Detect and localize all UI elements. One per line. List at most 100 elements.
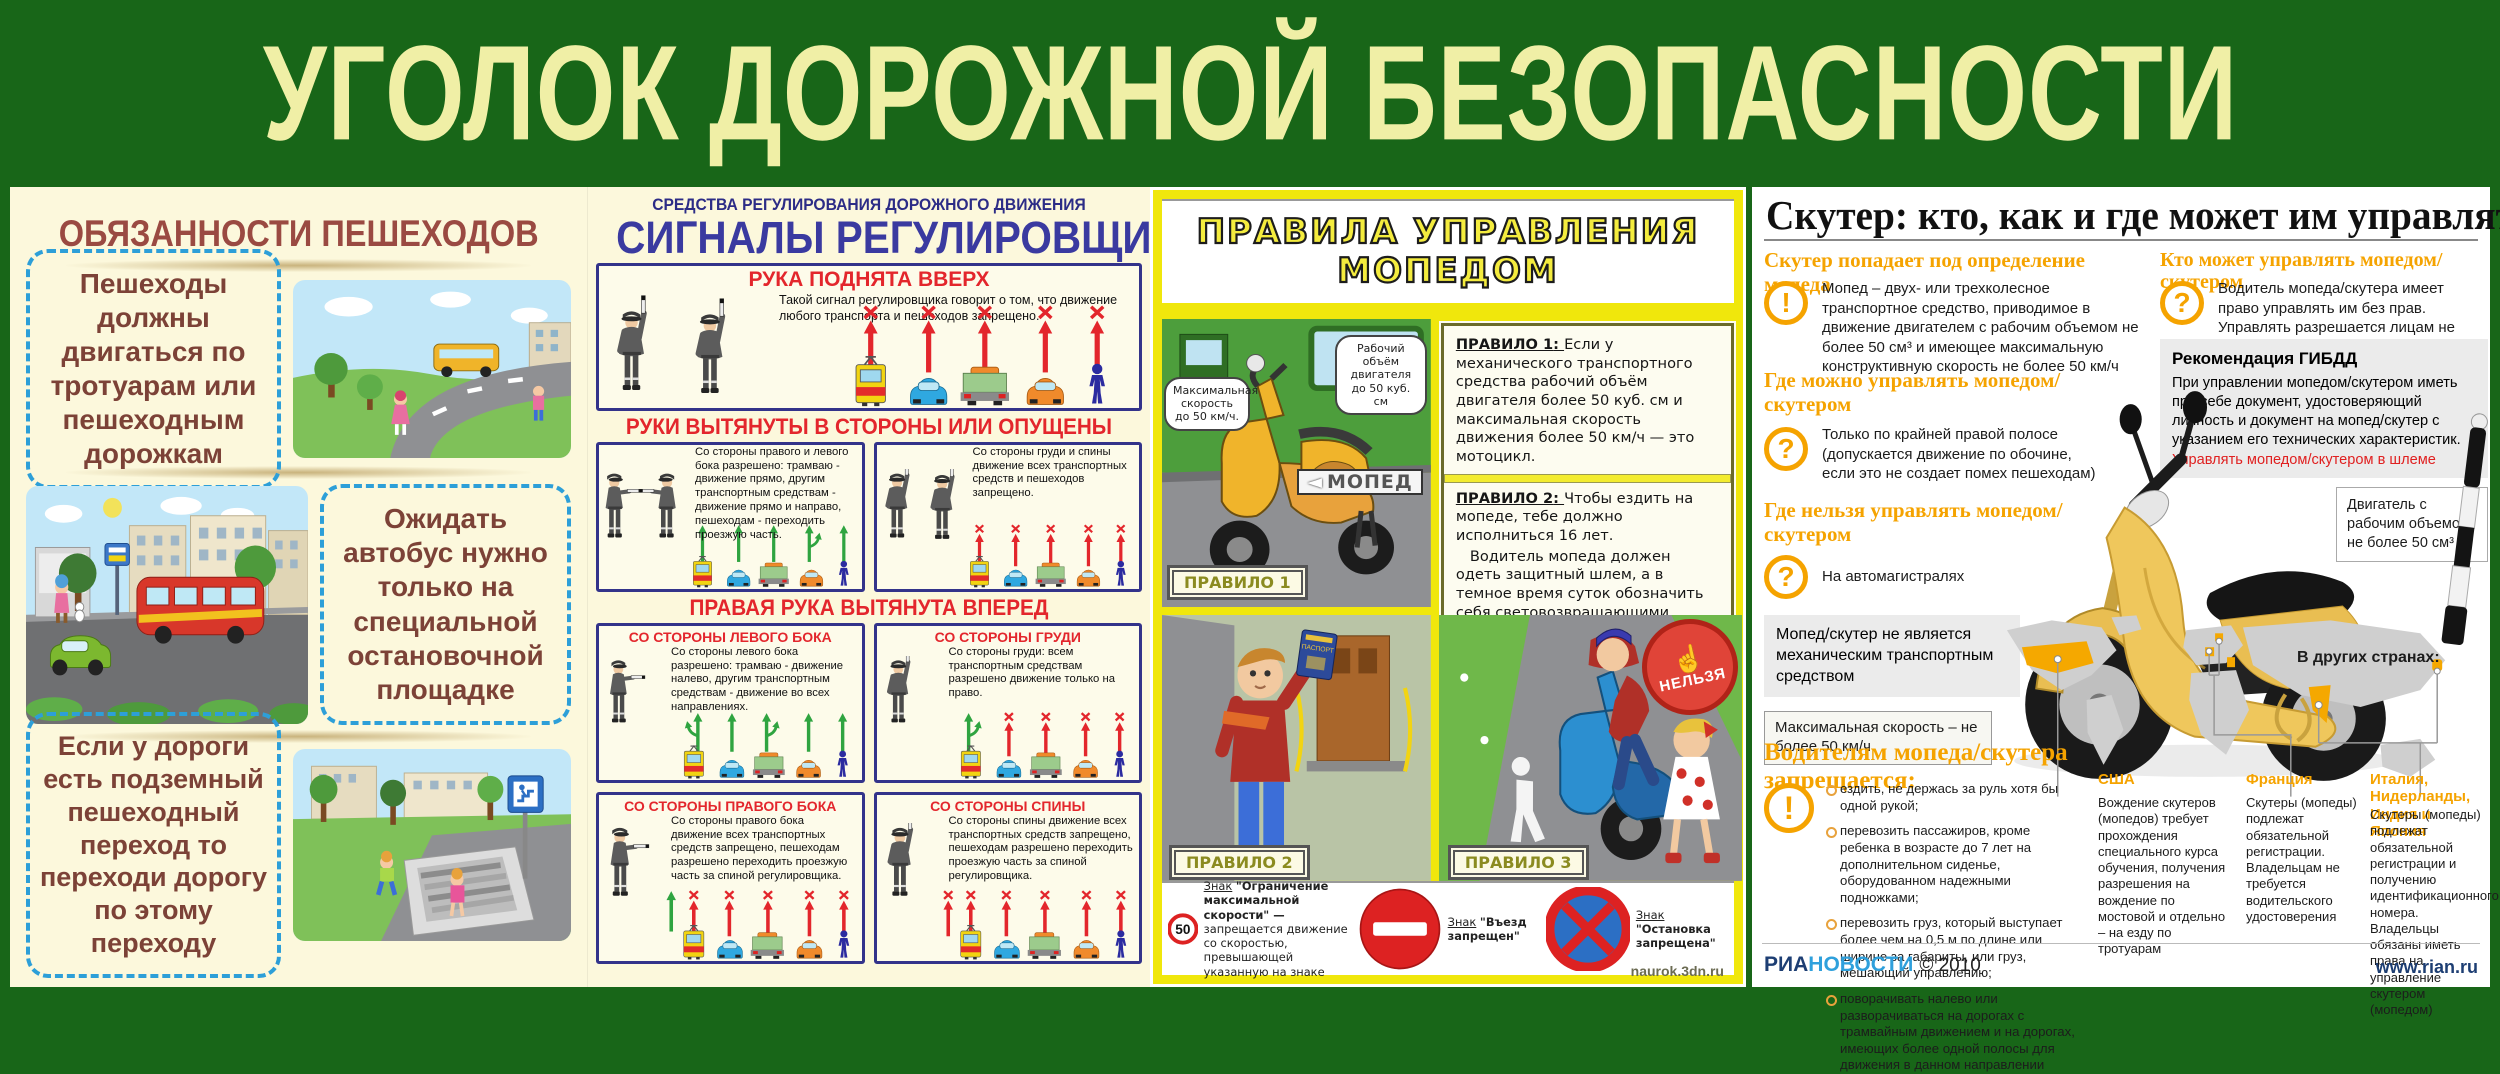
country-italy-group-heading: Италия, Нидерланды, Индия и Япония [2370,771,2471,840]
no-stopping-sign-icon [1545,887,1630,971]
cell-text: Со стороны груди: всем транспортным сред… [948,645,1115,700]
sign-group-no-stopping: Знак "Остановка запрещена" [1545,887,1728,971]
arm-forward-right-side-box: СО СТОРОНЫ ПРАВОГО БОКА Со стороны право… [596,791,865,964]
prohibited-item: ездить, не держась за руль хотя бы одной… [1826,781,2078,814]
world-map-illustration [2006,615,2446,797]
comic-cell-rule-3: ☝ НЕЛЬЗЯ ПРАВИЛО 3 [1438,615,1742,881]
sign-description: Знак "Въезд запрещен" [1447,914,1527,943]
country-usa-text: Вождение скутеров (мопедов) требует прох… [2098,795,2226,957]
vehicles-forbidden-icon [942,889,1127,960]
pedestrian-duties-panel: ОБЯЗАННОСТИ ПЕШЕХОДОВ Пешеходы должны дв… [10,187,587,987]
who-can-text: Водитель мопеда/скутера имеет право упра… [2218,280,2455,356]
vehicles-mixed-icon [682,711,848,779]
vehicles-forbidden-icon [969,524,1127,588]
arm-forward-chest-box: СО СТОРОНЫ ГРУДИ Со стороны груди: всем … [873,622,1142,783]
alert-icon: ! [1764,783,1814,833]
rules-box-wrap: ПРАВИЛО 1Если у механического транспортн… [1438,319,1742,833]
gibdd-text: При управлении мопедом/скутером иметь пр… [2172,375,2461,448]
country-usa-heading: США [2098,771,2135,788]
footer-divider [1762,943,2480,944]
gibdd-red-text: Управлять мопедом/скутером в шлеме [2172,451,2436,468]
road-signs-strip: 50 Знак "Ограничение максимальной скорос… [1162,879,1734,979]
arms-side-allowed-box: Со стороны правого и левого бока разреше… [596,441,865,592]
watermark: naurok.3dn.ru [1630,963,1724,979]
question-icon: ? [1764,427,1808,471]
definition-text: Мопед – двух- или трехколесное транспорт… [1822,280,2139,375]
comic-cell-rule-2: ПАСПОРТ ПРАВИЛО 2 [1162,615,1431,881]
rule-name: ПРАВИЛО 1 [1456,336,1564,353]
sign-description: Знак "Остановка запрещена" [1635,907,1716,951]
prohibited-list: ездить, не держась за руль хотя бы одной… [1826,781,2078,1074]
divider [66,259,531,272]
prohibited-heading: Водителям мопеда/скутера запрещается: [1764,739,2068,794]
signal-hand-up-header: РУКА ПОДНЯТА ВВЕРХ [748,267,990,291]
arm-forward-back-side-box: СО СТОРОНЫ СПИНЫ Со стороны спины движен… [873,791,1142,964]
comic-cell-rule-1: Максимальная скорость до 50 км/ч. Рабочи… [1162,319,1431,608]
cell-header: СО СТОРОНЫ СПИНЫ [930,797,1086,814]
not-mechanical-note: Мопед/скутер не является механическим тр… [1764,615,2020,698]
pedestrian-rule-row-3: Если у дороги есть подземный пешеходный … [26,711,571,979]
arms-side-allowed-text: Со стороны правого и левого бока разреше… [695,445,849,541]
rule-text: Чтобы ездить на мопеде, тебе должно испо… [1455,489,1694,545]
blue-scooter-rider [1558,628,1679,861]
other-countries-label: В других странах: [2297,649,2440,666]
speech-bubble: Максимальная скорость до 50 км/ч. [1164,377,1258,431]
where-allowed-heading: Где можно управлять мопедом/скутером [1764,368,2061,416]
boy-figure [1215,648,1317,863]
divider [66,730,531,743]
pedestrian-rule-2-text: Ожидать автобус нужно только на специаль… [320,484,571,725]
prohibited-item: поворачивать налево или разворачиваться … [1826,991,2078,1074]
gibdd-recommendation-box: Рекомендация ГИБДД При управлении мопедо… [2160,339,2488,478]
signal-hand-up-text: Такой сигнал регулировщика говорит о том… [779,292,1118,323]
question-icon: ? [1764,555,1808,599]
rule-name: ПРАВИЛО 2 [1456,490,1564,507]
alert-icon: ! [1764,281,1808,325]
rule-2-plaque: ПРАВИЛО 2 [1172,847,1307,877]
rule-3-plaque: ПРАВИЛО 3 [1450,847,1586,877]
moped-header: ПРАВИЛА УПРАВЛЕНИЯ МОПЕДОМ [1162,199,1734,311]
divider [66,466,531,479]
bus-stop-scene-illustration [26,485,308,724]
vehicles-forbidden-icon [855,304,1106,407]
sign-group-no-entry: Знак "Въезд запрещен" [1358,887,1540,971]
moped-title: ПРАВИЛА УПРАВЛЕНИЯ МОПЕДОМ [1195,211,1700,291]
vehicles-forbidden-icon [665,889,850,960]
pedestrian-duties-header: ОБЯЗАННОСТИ ПЕШЕХОДОВ [58,213,539,254]
prohibited-item: перевозить груз, который выступает более… [1826,915,2078,982]
passport-icon: ПАСПОРТ [1296,629,1338,681]
signal-arm-forward-row-1: СО СТОРОНЫ ЛЕВОГО БОКА Со стороны левого… [596,622,1142,783]
moped-frame: ПРАВИЛА УПРАВЛЕНИЯ МОПЕДОМ [1153,190,1743,984]
signal-hand-up-box: РУКА ПОДНЯТА ВВЕРХ Такой сигнал регулиро… [596,262,1142,411]
signal-arm-forward-header: ПРАВАЯ РУКА ВЫТЯНУТА ВПЕРЕД [689,594,1049,620]
pedestrian-pictogram [1510,757,1545,843]
cell-text: Со стороны спины движение всех транспорт… [948,814,1133,883]
svg-text:50: 50 [1175,922,1191,937]
country-france-text: Скутеры (мопеды) подлежат обязательной р… [2246,795,2357,924]
scooter-infographic-panel: Скутер: кто, как и где может им управлят… [1752,187,2500,1072]
arrow-left-icon: ◄ [1307,471,1323,493]
signal-arms-side-header: РУКИ ВЫТЯНУТЫ В СТОРОНЫ ИЛИ ОПУЩЕНЫ [625,413,1113,439]
max-speed-note: Максимальная скорость – не более 50 км/ч [1764,711,1992,765]
rules-divider [1443,473,1731,483]
traffic-controller-icon [605,292,775,410]
rule-text: Если у механического транспортного средс… [1455,336,1695,466]
moped-rules-panel: ПРАВИЛА УПРАВЛЕНИЯ МОПЕДОМ [1150,187,1746,987]
ria-novosti-logo: РИАНОВОСТИ © 2010 [1764,953,1981,976]
no-entry-sign-icon [1359,888,1440,970]
cell-header: СО СТОРОНЫ ЛЕВОГО БОКА [628,628,832,645]
signal-arms-side-row: Со стороны правого и левого бока разреше… [596,441,1142,592]
rian-site-link: www.rian.ru [2375,957,2478,977]
cell-text: Со стороны правого бока движение всех тр… [671,814,848,883]
country-italy-group-text: Скутеры (мопеды) подлежат обязательной р… [2370,807,2499,1017]
speech-bubble: Рабочий объём двигателя до 50 куб. см [1334,335,1427,415]
pedestrian-rule-1-text: Пешеходы должны двигаться по тротуарам и… [26,248,281,490]
arm-forward-left-side-box: СО СТОРОНЫ ЛЕВОГО БОКА Со стороны левого… [596,622,865,783]
boy-passport-scene-illustration: ПАСПОРТ [1162,615,1431,881]
moped-label: ◄ МОПЕД [1297,469,1423,495]
vehicles-right-only-icon [960,711,1126,779]
prohibited-item: перевозить пассажиров, кроме ребенка в в… [1826,823,2078,906]
arms-side-forbidden-text: Со стороны груди и спины движение всех т… [972,445,1127,500]
underpass-scene-illustration [293,749,571,941]
country-france-heading: Франция [2246,771,2313,788]
title-divider [1764,239,2478,241]
